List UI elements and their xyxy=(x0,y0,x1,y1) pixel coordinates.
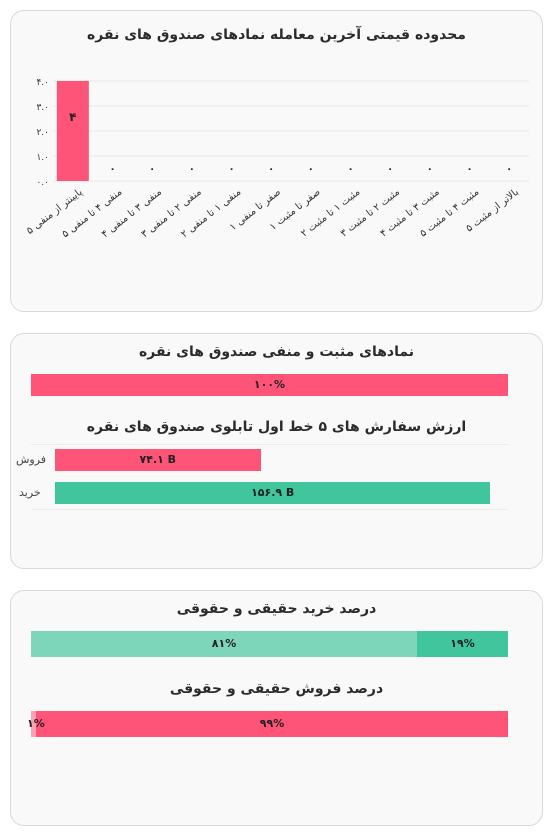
real-sell-segment xyxy=(31,711,36,737)
bar-value-label: ۰ xyxy=(427,164,433,175)
positive-negative-title: نمادهای مثبت و منفی صندوق های نقره xyxy=(138,344,415,360)
buy-value-label: ۱۵۶.۹ B xyxy=(251,486,295,499)
real-legal-buy-title: درصد خرید حقیقی و حقوقی xyxy=(176,601,377,617)
y-tick-label: ۲.۰ xyxy=(36,128,49,138)
real-legal-buy-bar: ۸۱% ۱۹% xyxy=(31,631,508,657)
buy-label: خرید xyxy=(19,486,41,499)
sell-value-label: ۷۴.۱ B xyxy=(139,453,177,466)
y-tick-label: ۳.۰ xyxy=(36,103,49,113)
real-buy-label: ۸۱% xyxy=(211,637,237,650)
order-value-grid-top xyxy=(31,444,508,445)
real-sell-label: ۱% xyxy=(27,717,45,730)
bar-value-label: ۴ xyxy=(69,110,76,124)
bar-value-label: ۰ xyxy=(268,164,274,175)
sell-value-bar: ۷۴.۱ B xyxy=(55,449,261,471)
positive-negative-label: ۱۰۰% xyxy=(253,378,286,391)
y-tick-label: ۱.۰ xyxy=(36,153,49,163)
bar-value-label: ۰ xyxy=(228,164,234,175)
real-buy-segment: ۸۱% xyxy=(31,631,417,657)
y-tick-label: ۴.۰ xyxy=(36,78,49,88)
bar-value-label: ۰ xyxy=(506,164,512,175)
order-value-grid-bottom xyxy=(31,509,508,510)
bar-value-label: ۰ xyxy=(308,164,314,175)
y-tick-label: ۰.۰ xyxy=(36,178,49,188)
bar-value-label: ۰ xyxy=(466,164,472,175)
real-legal-sell-title: درصد فروش حقیقی و حقوقی xyxy=(169,681,384,697)
real-legal-card: درصد خرید حقیقی و حقوقی ۸۱% ۱۹% درصد فرو… xyxy=(10,590,543,826)
legal-sell-segment: ۹۹% xyxy=(36,711,508,737)
bar-value-label: ۰ xyxy=(189,164,195,175)
histogram-bar xyxy=(56,81,89,181)
price-range-title: محدوده قیمتی آخرین معامله نمادهای صندوق … xyxy=(87,27,466,43)
legal-buy-segment: ۱۹% xyxy=(417,631,508,657)
buy-value-bar: ۱۵۶.۹ B xyxy=(55,482,491,504)
bar-value-label: ۰ xyxy=(347,164,353,175)
price-range-card: محدوده قیمتی آخرین معامله نمادهای صندوق … xyxy=(10,10,543,312)
legal-buy-label: ۱۹% xyxy=(450,637,475,650)
positive-negative-bar: ۱۰۰% xyxy=(31,374,508,396)
order-value-title: ارزش سفارش های ۵ خط اول تابلوی صندوق های… xyxy=(86,419,467,435)
bar-value-label: ۰ xyxy=(149,164,155,175)
real-legal-sell-bar: ۱% ۹۹% xyxy=(27,711,508,737)
bar-value-label: ۰ xyxy=(109,164,115,175)
legal-sell-label: ۹۹% xyxy=(259,717,285,730)
positive-negative-card: نمادهای مثبت و منفی صندوق های نقره ۱۰۰% … xyxy=(10,333,543,569)
sell-label: فروش xyxy=(16,453,47,466)
bar-value-label: ۰ xyxy=(387,164,393,175)
